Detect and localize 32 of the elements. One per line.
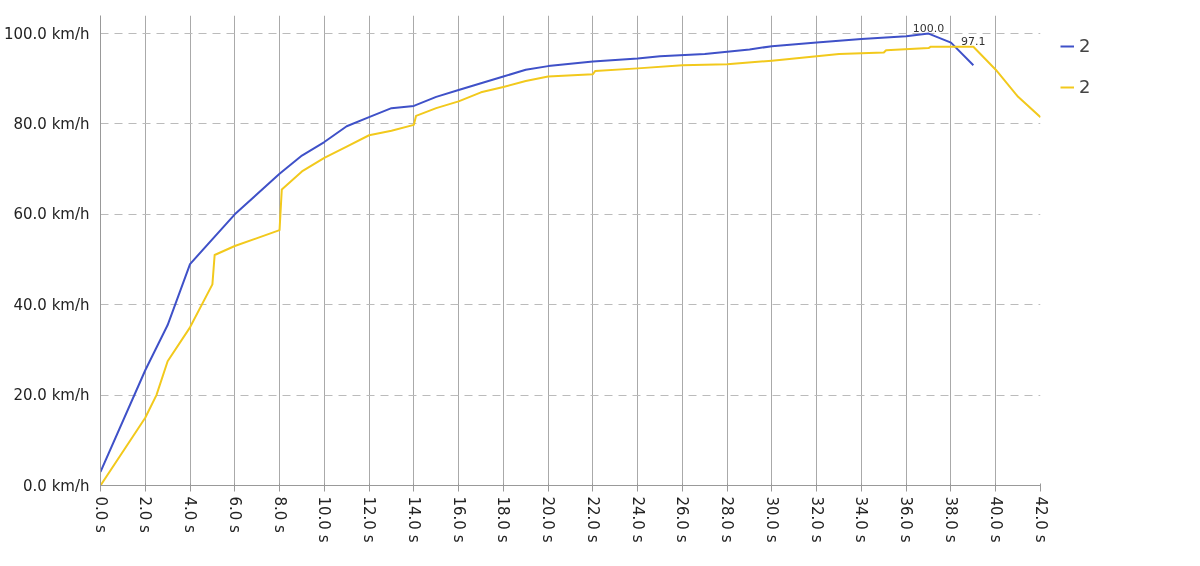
x-tick-label: 0.0 s xyxy=(91,496,110,534)
x-tick-label: 8.0 s xyxy=(270,496,289,534)
x-tick-label: 20.0 s xyxy=(539,496,558,543)
x-tick-label: 14.0 s xyxy=(404,496,423,543)
x-tick-label: 40.0 s xyxy=(986,496,1005,543)
y-tick-label: 60.0 km/h xyxy=(13,205,90,224)
x-tick-label: 30.0 s xyxy=(762,496,781,543)
x-tick-label: 24.0 s xyxy=(628,496,647,543)
x-tick-label: 6.0 s xyxy=(225,496,244,534)
x-tick-label: 22.0 s xyxy=(583,496,602,543)
annotation: 97.1 xyxy=(961,34,986,48)
x-tick-label: 12.0 s xyxy=(360,496,379,543)
y-tick-label: 80.0 km/h xyxy=(13,114,90,133)
x-tick-label: 10.0 s xyxy=(315,496,334,543)
x-tick-label: 36.0 s xyxy=(897,496,916,543)
legend-label: 2 xyxy=(1079,76,1092,97)
legend-label: 2 xyxy=(1079,35,1092,56)
y-tick-label: 100.0 km/h xyxy=(3,24,90,43)
x-tick-label: 38.0 s xyxy=(941,496,960,543)
y-tick-label: 20.0 km/h xyxy=(13,386,90,405)
x-tick-label: 28.0 s xyxy=(718,496,737,543)
x-tick-label: 34.0 s xyxy=(852,496,871,543)
x-tick-label: 16.0 s xyxy=(449,496,468,543)
y-tick-label: 40.0 km/h xyxy=(13,295,90,314)
x-tick-label: 32.0 s xyxy=(807,496,826,543)
x-tick-label: 2.0 s xyxy=(136,496,155,534)
annotation: 100.0 xyxy=(912,21,945,35)
x-tick-label: 18.0 s xyxy=(494,496,513,543)
x-tick-label: 4.0 s xyxy=(181,496,200,534)
x-tick-label: 26.0 s xyxy=(673,496,692,543)
x-tick-label: 42.0 s xyxy=(1031,496,1050,543)
y-tick-label: 0.0 km/h xyxy=(23,476,90,495)
